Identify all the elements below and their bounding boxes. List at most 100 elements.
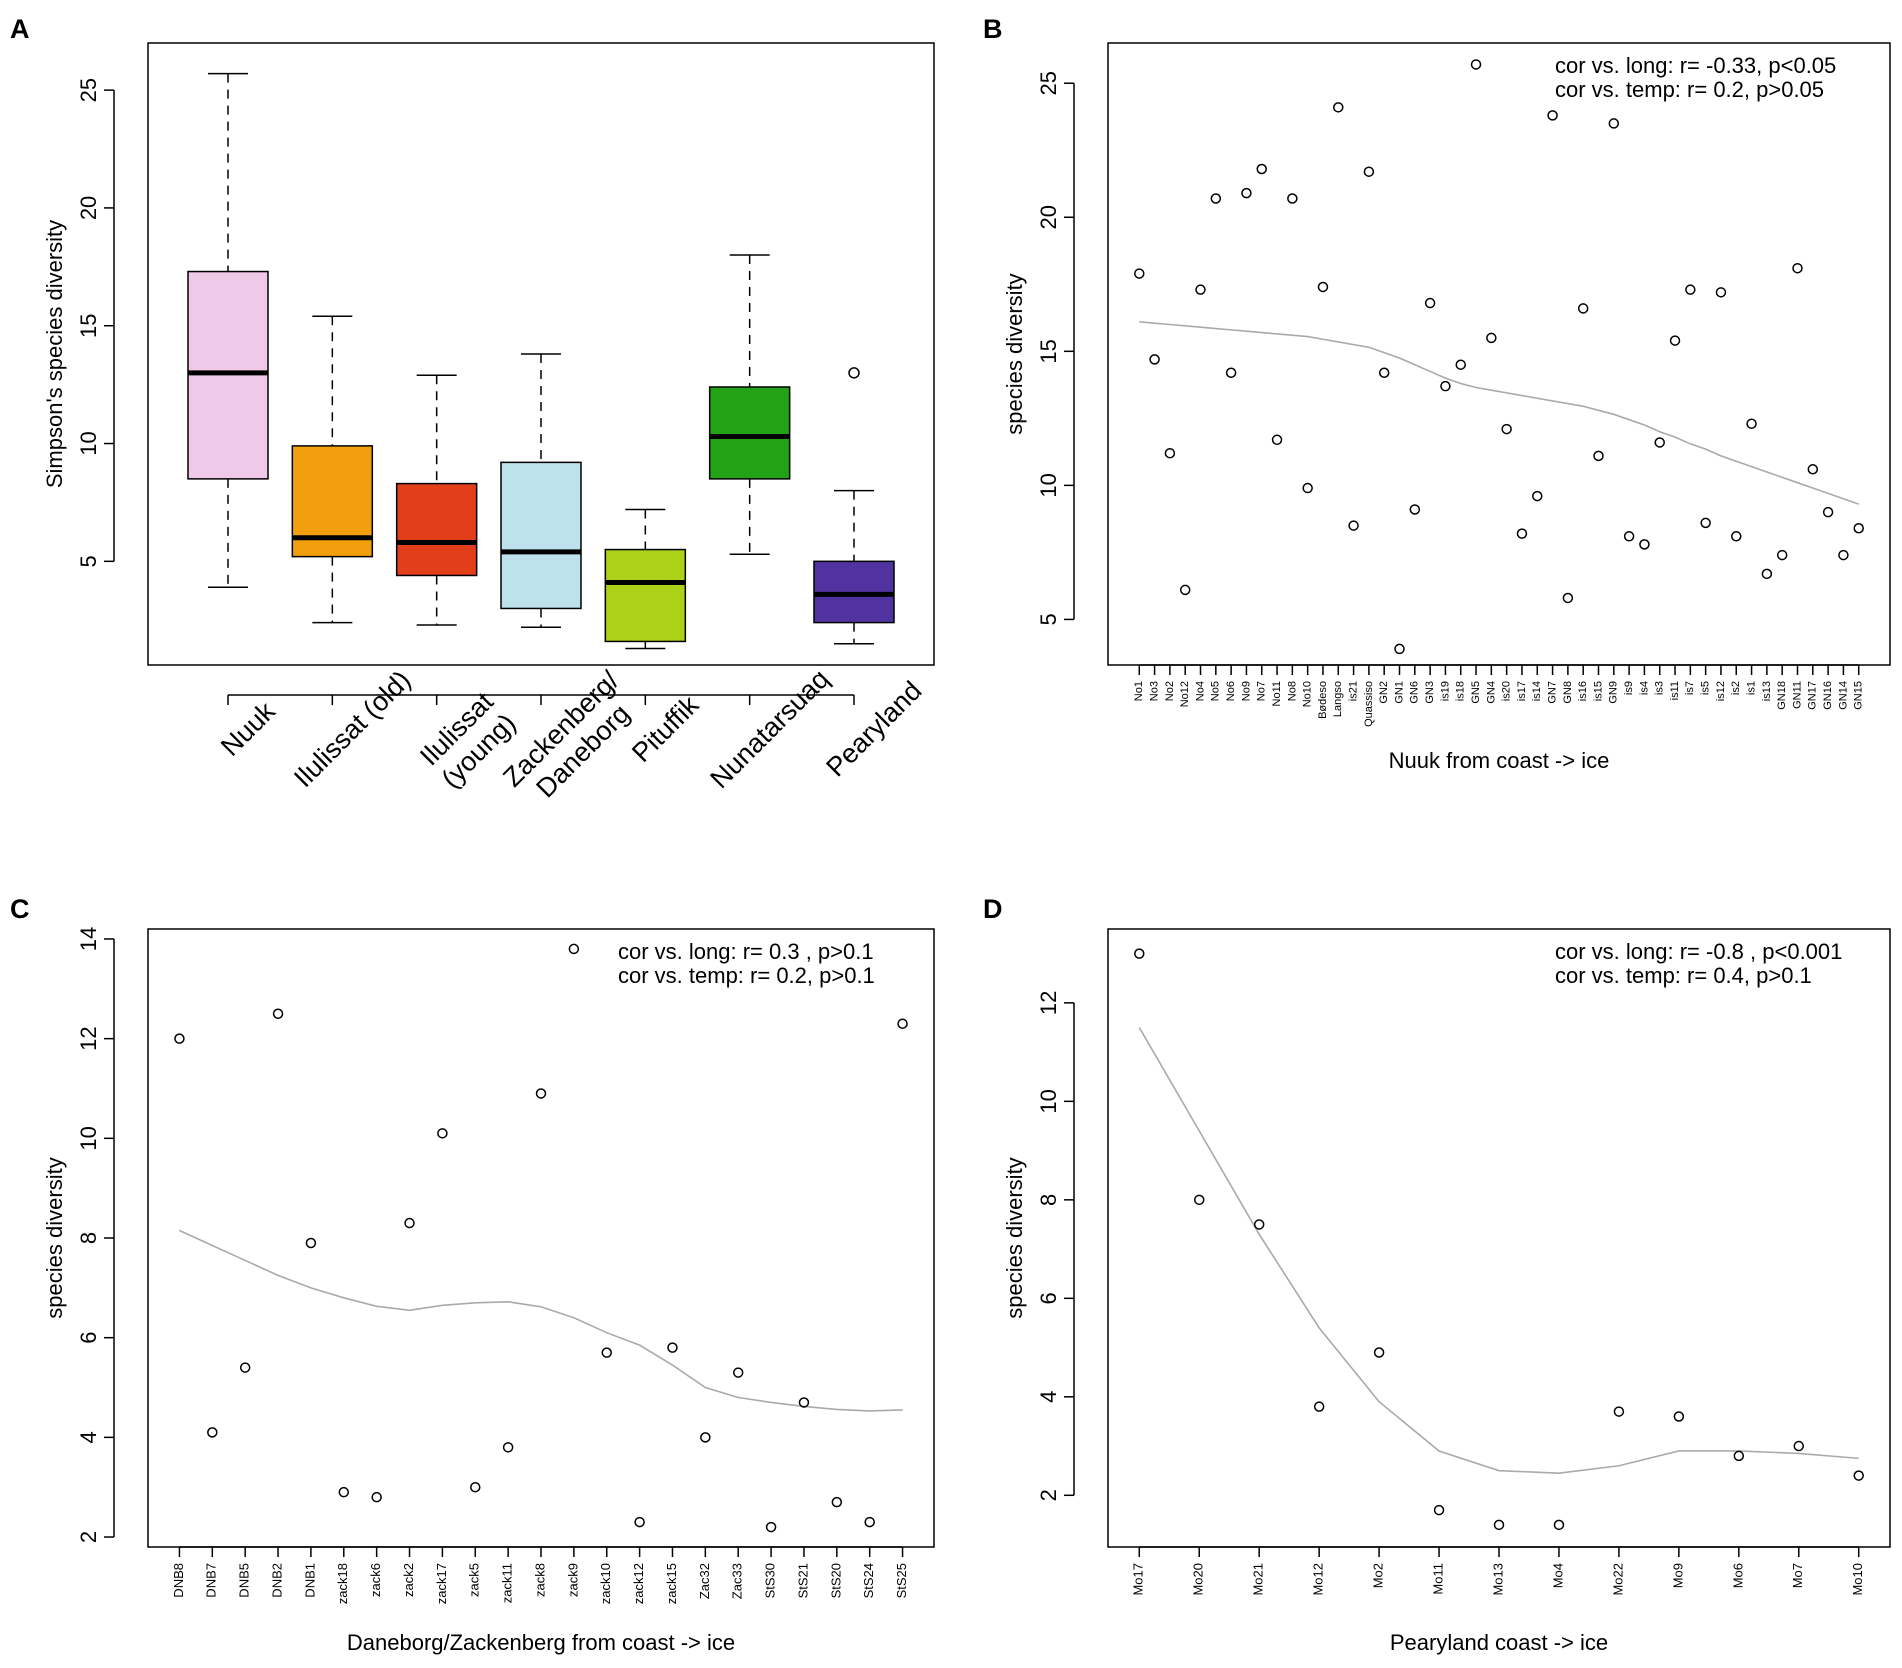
x-tick-label: No9 (1240, 681, 1252, 701)
scatter-area-pearyland: 2 4 6 8 10 12 species diversity Mo17 Mo20 Mo21 Mo1… (1002, 928, 1891, 1655)
data-point (1731, 531, 1742, 542)
x-tick-label: Zac32 (697, 1563, 712, 1599)
data-point (1822, 506, 1834, 518)
x-tick-label: Bødeso (1317, 681, 1329, 719)
data-point (1700, 517, 1711, 529)
data-point (1455, 359, 1466, 370)
data-point (798, 1397, 810, 1408)
panel-a: A 5 10 15 20 25 Simpson's species diversity Nu… (10, 14, 935, 803)
x-tick-label: GN1 (1393, 681, 1405, 704)
x-tick-label: GN11 (1791, 681, 1803, 709)
data-point (1853, 523, 1864, 534)
box-iqr (708, 386, 791, 480)
y-tick-label: 25 (76, 78, 101, 102)
data-point (1547, 110, 1558, 121)
panel-letter-c: C (10, 894, 30, 924)
x-tick-label: StS25 (894, 1563, 909, 1598)
x-tick-label: No10 (1302, 681, 1314, 707)
correlation-annotation: cor vs. temp: r= 0.4, p>0.1 (1555, 963, 1812, 988)
y-tick-label: 4 (1036, 1391, 1061, 1403)
data-point (502, 1442, 514, 1453)
data-point (1225, 367, 1237, 379)
data-point (1271, 434, 1283, 446)
x-tick-label: is7 (1684, 681, 1696, 695)
x-tick-label: is11 (1669, 681, 1681, 700)
data-point (239, 1362, 251, 1373)
x-tick-label: DNB1 (302, 1563, 317, 1598)
y-tick-label: 8 (1036, 1194, 1061, 1206)
x-tick-label: is9 (1623, 681, 1635, 695)
data-point (1669, 335, 1681, 346)
box-pearyland (813, 367, 895, 645)
data-point (1195, 284, 1206, 295)
data-point (1313, 1401, 1325, 1412)
x-tick-label: Mo22 (1610, 1563, 1625, 1596)
data-point (207, 1427, 218, 1438)
plot-frame (147, 928, 935, 1548)
x-tick-label: Mo17 (1131, 1563, 1146, 1596)
data-point (1761, 568, 1773, 580)
y-tick-label: 10 (76, 431, 101, 455)
y-tick-label: 12 (1036, 991, 1061, 1015)
scatter-area-zackenberg: 2 4 6 8 10 12 14 species diversity DNB8 DNB7 DNB5 D… (42, 927, 935, 1655)
y-tick-label: 20 (76, 196, 101, 220)
plot-frame (1107, 928, 1891, 1548)
x-tick-label: zack10 (598, 1563, 613, 1604)
data-point (1793, 1440, 1805, 1452)
x-tick-label: zack12 (631, 1563, 646, 1604)
data-point (437, 1128, 448, 1139)
x-tick-label: GN8 (1562, 681, 1574, 704)
data-point (1776, 549, 1788, 561)
panel-d: D 2 4 6 8 10 12 species diversity Mo17 Mo20 Mo21 M… (983, 894, 1891, 1655)
box-pituffik (604, 508, 687, 650)
x-tick-label-line: Ilulissat (old) (288, 665, 416, 793)
data-point (1562, 592, 1574, 604)
x-tick-label: is5 (1700, 681, 1712, 695)
x-tick-label: Zac33 (730, 1563, 745, 1599)
data-point (1210, 193, 1222, 204)
x-tick-label: Pituffik (626, 690, 705, 769)
y-tick-label: 20 (1036, 205, 1061, 229)
x-tick-label: No4 (1194, 681, 1206, 701)
x-tick-label: No8 (1286, 681, 1298, 701)
data-point (535, 1088, 547, 1099)
x-tick-label-line: Nuuk (215, 696, 281, 762)
data-point (1440, 380, 1451, 392)
data-point (1134, 268, 1145, 279)
data-point (371, 1491, 382, 1503)
x-tick-label: No2 (1164, 681, 1176, 701)
y-axis-title: species diversity (1002, 1157, 1027, 1318)
x-tick-label: Nuuk (215, 696, 281, 762)
outlier-point (848, 367, 860, 379)
data-point (1608, 118, 1620, 129)
box-iqr (395, 482, 478, 577)
x-tick-label: zack5 (467, 1563, 482, 1597)
boxplot-area: 5 10 15 20 25 Simpson's species diversity Nuuk… (42, 42, 935, 803)
x-tick-label: StS24 (861, 1563, 876, 1598)
box-nuuk (187, 72, 269, 588)
y-tick-label: 2 (76, 1531, 101, 1543)
x-tick-label: Quassiso (1363, 681, 1375, 727)
y-tick-label: 25 (1036, 71, 1061, 95)
data-point (1179, 584, 1191, 596)
x-tick-label: GN5 (1470, 681, 1482, 704)
data-point (1654, 437, 1665, 448)
x-tick-label: GN15 (1853, 681, 1865, 710)
x-tick-label: is12 (1715, 681, 1727, 701)
x-tick-label: is13 (1761, 681, 1773, 701)
data-point (634, 1516, 645, 1528)
data-point (765, 1521, 777, 1533)
data-point (1241, 187, 1252, 199)
x-tick-label: StS20 (828, 1563, 843, 1598)
data-point (1613, 1406, 1625, 1417)
correlation-annotation: cor vs. long: r= -0.33, p<0.05 (1555, 53, 1836, 78)
correlation-annotation: cor vs. long: r= -0.8 , p<0.001 (1555, 939, 1842, 964)
x-tick-label: StS21 (795, 1563, 810, 1598)
data-point (831, 1496, 843, 1508)
x-tick-label: Mo10 (1850, 1563, 1865, 1596)
data-point (1302, 482, 1313, 494)
data-point (1149, 354, 1160, 365)
y-tick-label: 4 (76, 1431, 101, 1443)
